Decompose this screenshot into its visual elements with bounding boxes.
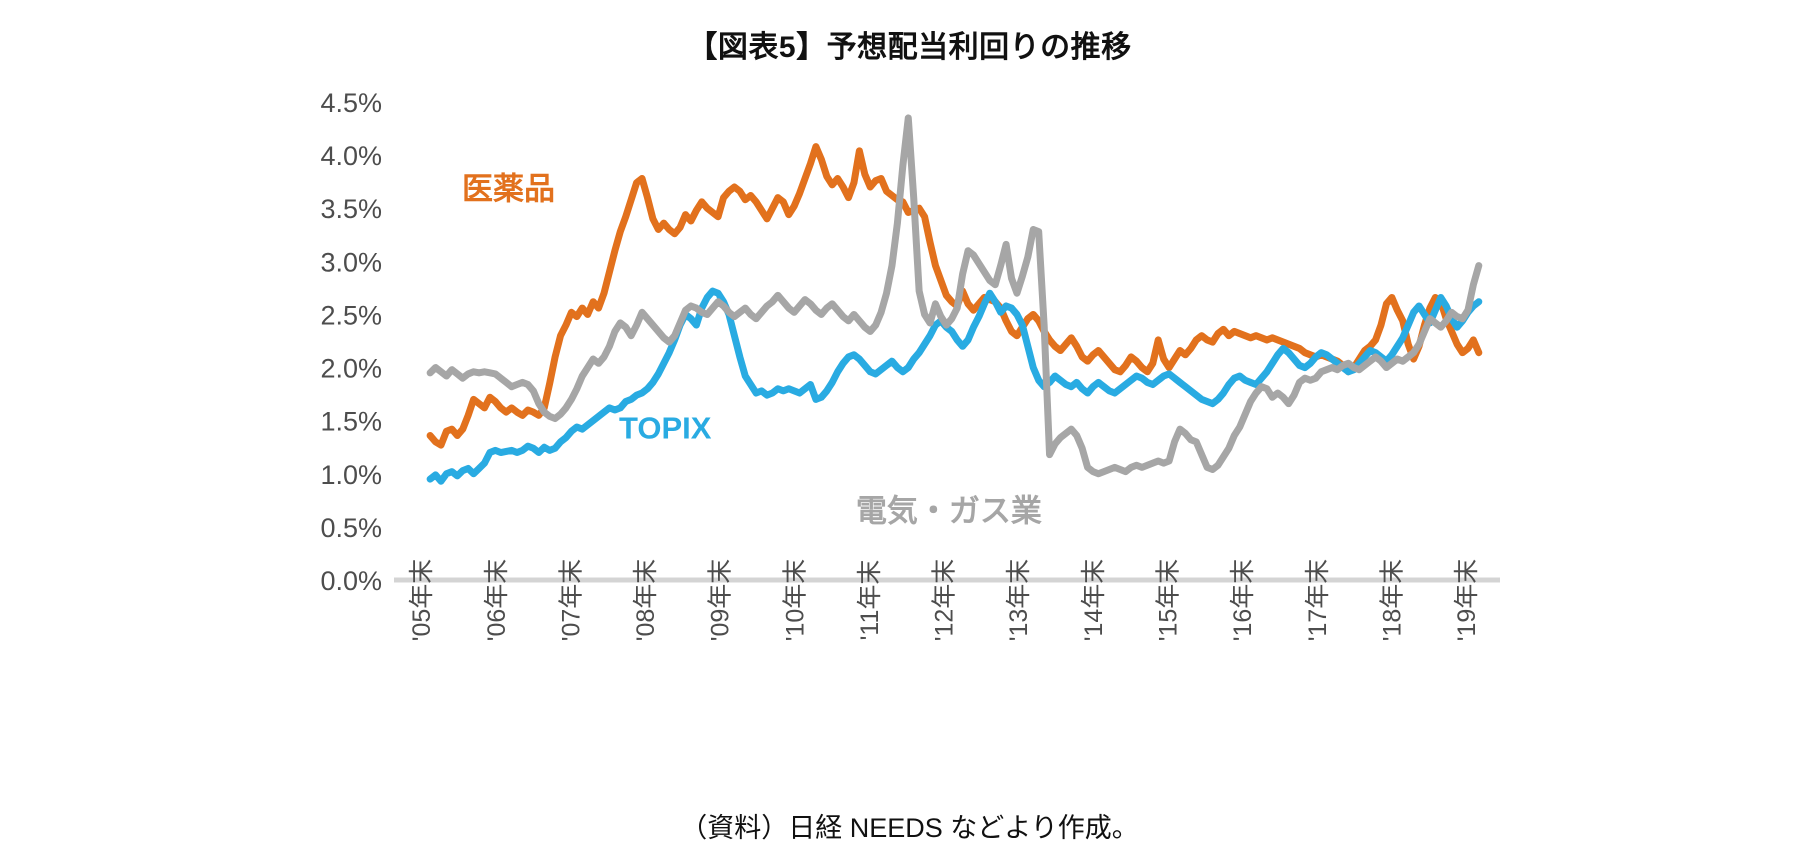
y-axis-tick-label: 0.5% [320, 513, 382, 543]
y-axis-tick-label: 1.5% [320, 407, 382, 437]
x-axis-tick-label: '11年末 [856, 560, 884, 641]
y-axis-tick-label: 0.0% [320, 566, 382, 596]
y-axis-tick-label: 2.5% [320, 300, 382, 330]
series-label: 医薬品 [462, 172, 555, 207]
x-axis-tick-label: '19年末 [1453, 559, 1481, 642]
y-axis-tick-label: 2.0% [320, 354, 382, 384]
x-axis-tick-label: '07年末 [557, 559, 585, 642]
series-label: 電気・ガス業 [856, 494, 1042, 529]
series-line [426, 114, 1483, 478]
page-title: 【図表5】予想配当利回りの推移 [687, 31, 1132, 64]
x-axis-tick-label: '17年末 [1304, 559, 1332, 642]
y-axis: 0.0% 0.5% 1.0% 1.5% 2.0% 2.5% 3.0% 3.5% 4.0% 4.5% [320, 88, 382, 596]
series-line [426, 287, 1483, 485]
x-axis-tick-label: '13年末 [1005, 559, 1033, 642]
y-axis-tick-label: 4.5% [320, 88, 382, 118]
y-axis-tick-label: 3.5% [320, 194, 382, 224]
x-axis-tick-label: '06年末 [483, 559, 511, 642]
series-annotations: 医薬品 TOPIX 電気・ガス業 [462, 172, 1042, 529]
source-note: （資料）日経 NEEDS などより作成。 [680, 813, 1139, 843]
x-axis-tick-label: '12年末 [931, 559, 959, 642]
x-axis: '05年末 '06年末 '07年末 '08年末 '09年末 '10年末 '11年末 '12年末… [408, 559, 1481, 642]
x-axis-tick-label: '16年末 [1229, 559, 1257, 642]
series-lines [426, 114, 1483, 485]
series-line [426, 143, 1483, 449]
x-axis-tick-label: '15年末 [1155, 559, 1183, 642]
x-axis-tick-label: '05年末 [408, 559, 436, 642]
x-axis-tick-label: '14年末 [1080, 559, 1108, 642]
y-axis-tick-label: 3.0% [320, 247, 382, 277]
y-axis-tick-label: 4.0% [320, 141, 382, 171]
x-axis-tick-label: '10年末 [781, 559, 809, 642]
y-axis-tick-label: 1.0% [320, 460, 382, 490]
x-axis-tick-label: '09年末 [707, 559, 735, 642]
x-axis-tick-label: '08年末 [632, 559, 660, 642]
x-axis-tick-label: '18年末 [1378, 559, 1406, 642]
series-label: TOPIX [619, 411, 712, 446]
